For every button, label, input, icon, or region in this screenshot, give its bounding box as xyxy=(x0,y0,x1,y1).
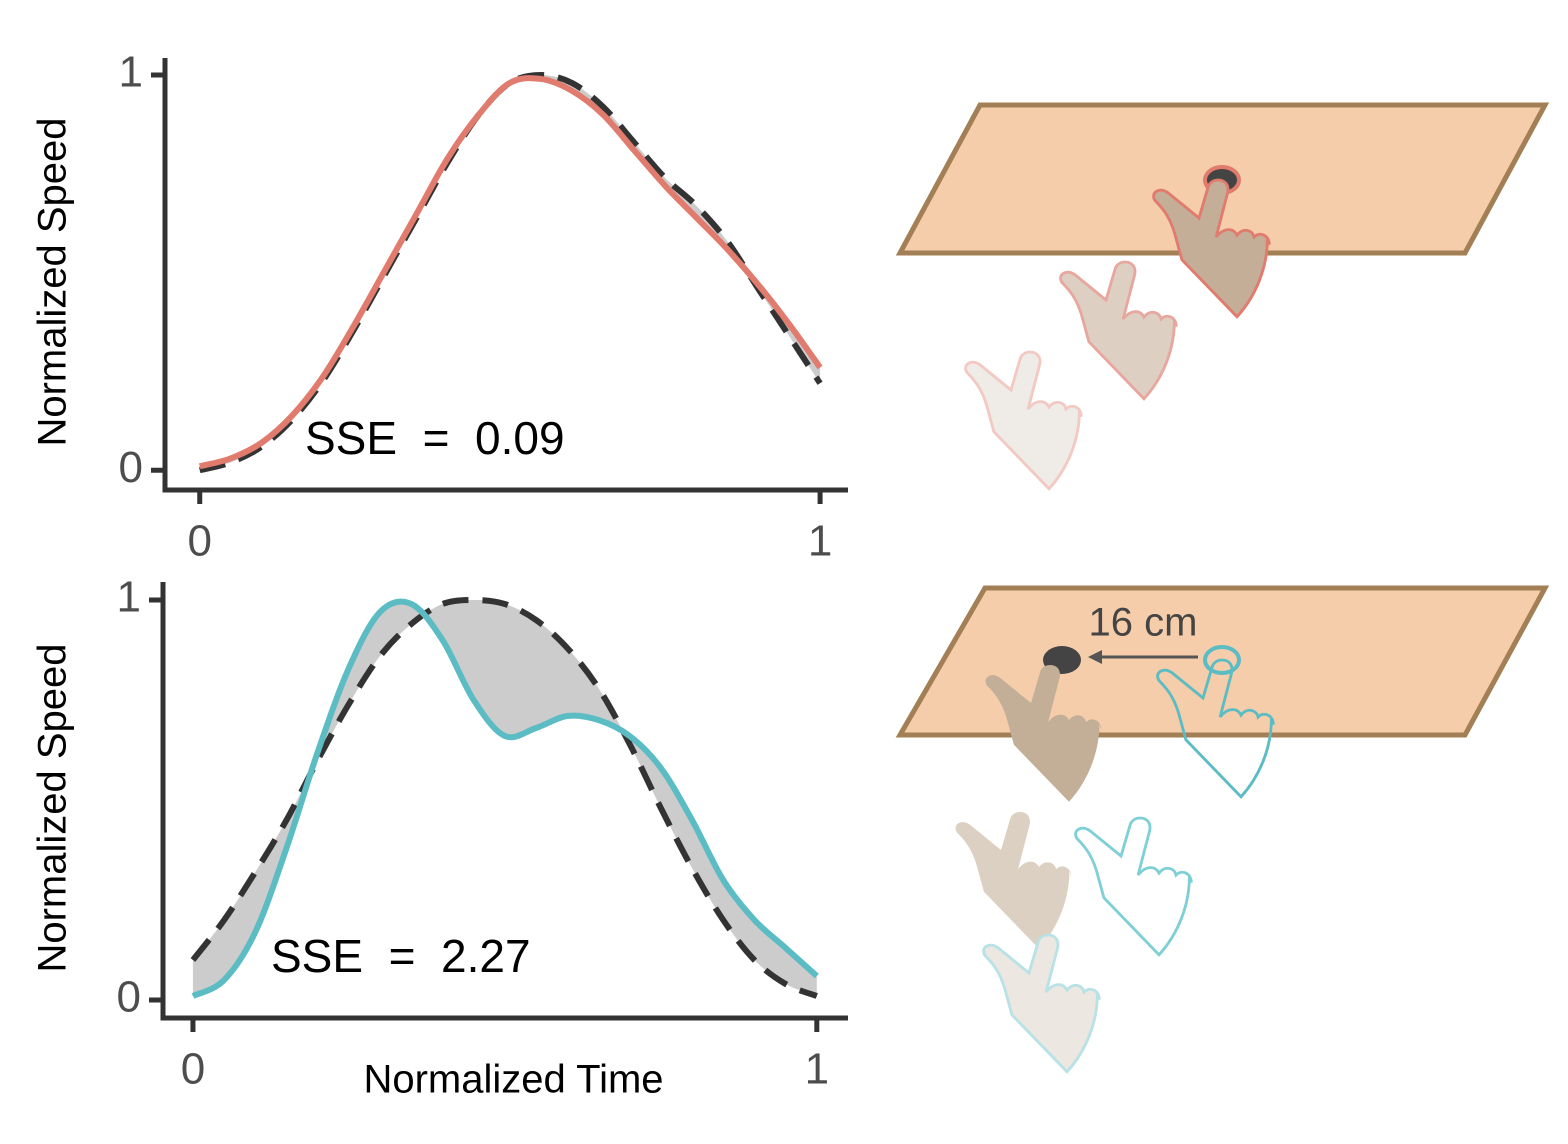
hand xyxy=(964,350,1083,491)
y-axis-label: Normalized Speed xyxy=(31,643,75,972)
annotation: SSE = 2.27 xyxy=(271,930,531,982)
series-line xyxy=(190,596,818,999)
hand xyxy=(1059,260,1178,401)
chart: 0 1 0 1 Normalized Speed Normalized Time SSE =… xyxy=(31,573,848,1102)
hand xyxy=(1074,816,1193,957)
hand xyxy=(982,933,1101,1074)
series-line xyxy=(191,598,819,999)
annotation: SSE = 0.09 xyxy=(305,412,565,464)
y-axis-label: Normalized Speed xyxy=(31,117,75,446)
x-axis-label: Normalized Time xyxy=(363,1058,663,1102)
x-tick-label: 1 xyxy=(805,1045,829,1094)
x-tick-label: 0 xyxy=(187,517,211,566)
arrow-head xyxy=(1088,650,1102,664)
y-tick-label: 1 xyxy=(117,573,141,622)
distance-label: 16 cm xyxy=(1089,601,1198,645)
table-surface xyxy=(895,585,1550,738)
illustration: 16 cm xyxy=(895,102,1550,1074)
y-tick-label: 0 xyxy=(119,443,143,492)
series-line xyxy=(198,75,823,470)
y-tick-label: 0 xyxy=(117,973,141,1022)
x-tick-label: 0 xyxy=(181,1045,205,1094)
chart: 0 1 0 1 Normalized Speed SSE = 0.09 xyxy=(31,48,848,566)
y-tick-label: 1 xyxy=(119,48,143,97)
target-start xyxy=(1203,645,1241,675)
hand xyxy=(955,812,1072,949)
x-tick-label: 1 xyxy=(808,517,832,566)
